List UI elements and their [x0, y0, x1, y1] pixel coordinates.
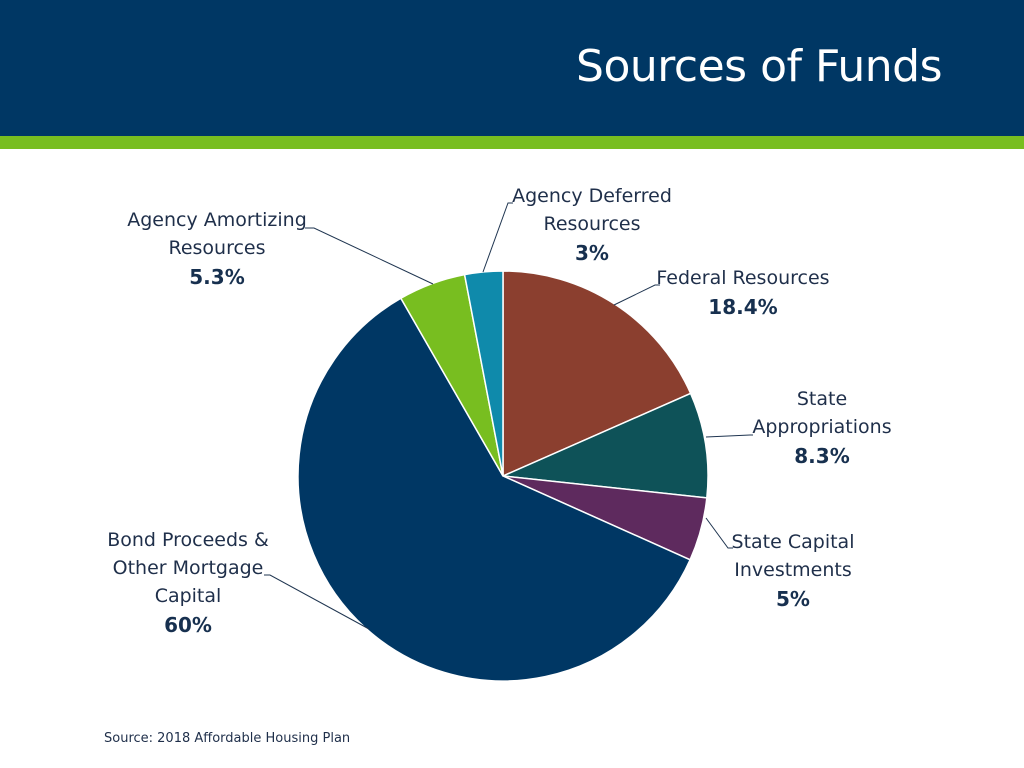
pie-slice-bond-proceeds-other-mortgage-capital: [297, 297, 692, 682]
label-agency-deferred-pct: 3%: [575, 241, 609, 265]
label-bond: Bond Proceeds & Other Mortgage Capital 6…: [96, 526, 280, 640]
accent-bar: [0, 136, 1024, 149]
label-state-capital: State Capital Investments 5%: [722, 528, 864, 614]
label-state-capital-line2: Investments: [734, 559, 852, 581]
label-agency-amortizing-line2: Resources: [168, 237, 266, 259]
label-agency-amortizing-line1: Agency Amortizing: [127, 209, 307, 231]
label-state-appropriations-line2: Appropriations: [752, 416, 892, 438]
label-state-appropriations-line1: State: [796, 388, 848, 410]
label-agency-deferred: Agency Deferred Resources 3%: [500, 182, 684, 268]
label-agency-amortizing-pct: 5.3%: [189, 265, 245, 289]
leader-lines: [264, 202, 753, 630]
label-state-capital-line1: State Capital: [731, 531, 855, 553]
label-federal-line1: Federal Resources: [656, 267, 830, 289]
leader-bond: [264, 574, 370, 630]
leader-federal: [613, 284, 660, 306]
header-banner: Sources of Funds: [0, 0, 1024, 136]
leader-agency-amortizing: [305, 227, 434, 285]
pie-slices: [297, 270, 709, 682]
pie-slice-agency-deferred-resources: [463, 270, 504, 477]
leader-agency-deferred: [482, 202, 513, 273]
leader-state-capital: [705, 517, 733, 549]
label-agency-amortizing: Agency Amortizing Resources 5.3%: [120, 206, 314, 292]
label-bond-line2: Other Mortgage: [112, 557, 264, 579]
label-bond-pct: 60%: [164, 613, 212, 637]
label-agency-deferred-line1: Agency Deferred: [512, 185, 672, 207]
label-bond-line3: Capital: [154, 585, 222, 607]
label-federal-pct: 18.4%: [708, 295, 778, 319]
label-bond-line1: Bond Proceeds &: [107, 529, 269, 551]
page-title: Sources of Funds: [576, 41, 942, 92]
label-agency-deferred-line2: Resources: [543, 213, 641, 235]
label-federal: Federal Resources 18.4%: [650, 264, 836, 322]
label-state-appropriations-pct: 8.3%: [794, 444, 850, 468]
label-state-appropriations: State Appropriations 8.3%: [742, 385, 902, 471]
pie-slice-state-appropriations: [500, 392, 709, 499]
source-note: Source: 2018 Affordable Housing Plan: [104, 731, 351, 746]
label-state-capital-pct: 5%: [776, 587, 810, 611]
leader-state-appropriations: [705, 434, 753, 438]
